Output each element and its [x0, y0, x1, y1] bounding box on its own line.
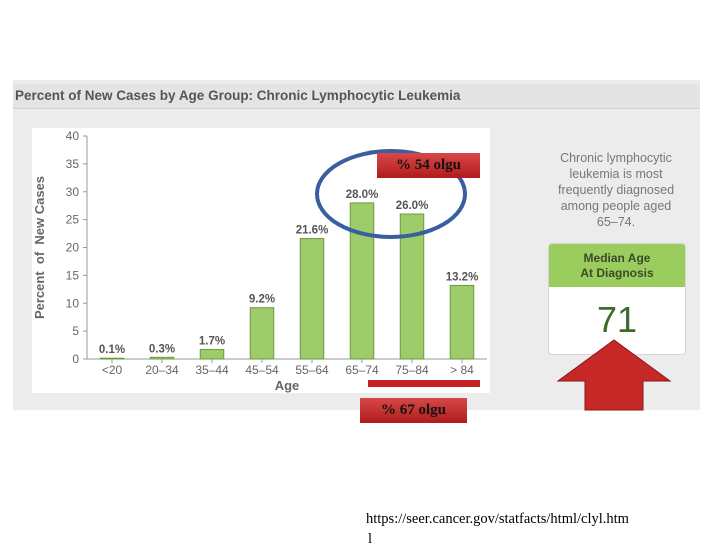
- title-bar: [13, 84, 700, 109]
- side-note-line: among people aged: [560, 199, 672, 213]
- side-note-line: Chronic lymphocytic: [560, 151, 672, 165]
- y-tick-label: 30: [66, 185, 80, 199]
- x-axis-title: Age: [275, 378, 300, 393]
- bar-chart: 0 5 10 15 20 25 30 35 40 0.1% <20 0.3% 20–34 1.7% 35–4…: [32, 129, 487, 393]
- highlight-ellipse: [315, 149, 467, 239]
- y-tick-label: 10: [66, 296, 80, 310]
- x-tick-label: 45–54: [245, 363, 279, 377]
- source-url-tail: l: [368, 531, 373, 547]
- x-tick-label: 20–34: [145, 363, 179, 377]
- y-tick-label: 5: [72, 324, 79, 338]
- bar-value-label: 21.6%: [296, 225, 329, 237]
- y-axis-title: Percent of New Cases: [32, 176, 47, 319]
- median-age-header: Median Age At Diagnosis: [549, 244, 685, 287]
- median-age-value: 71: [596, 299, 638, 340]
- age-range-bracket: [368, 380, 480, 387]
- median-age-card: Median Age At Diagnosis 71: [548, 243, 686, 355]
- x-tick-label: > 84: [450, 363, 474, 377]
- bar-value-label: 26.0%: [396, 200, 429, 212]
- chart-title: Percent of New Cases by Age Group: Chron…: [15, 88, 461, 103]
- label-67-percent: % 67 olgu: [360, 398, 467, 423]
- x-tick-label: 75–84: [395, 363, 429, 377]
- median-heading-line: At Diagnosis: [580, 266, 654, 280]
- y-tick-label: 40: [66, 129, 80, 143]
- x-tick-label: 65–74: [345, 363, 379, 377]
- bar-value-label: 0.1%: [99, 344, 125, 356]
- side-note-line: leukemia is most: [569, 167, 663, 181]
- x-tick-label: 35–44: [195, 363, 229, 377]
- side-note-line: frequently diagnosed: [557, 183, 675, 197]
- bar-value-label: 13.2%: [446, 271, 479, 283]
- label-54-percent: % 54 olgu: [377, 153, 480, 178]
- y-tick-label: 25: [66, 213, 80, 227]
- x-tick-label: <20: [102, 363, 123, 377]
- y-tick-label: 20: [66, 241, 80, 255]
- bar-value-label: 9.2%: [249, 294, 275, 306]
- bar-value-label: 0.3%: [149, 343, 175, 355]
- bar-value-label: 1.7%: [199, 336, 225, 348]
- y-tick-label: 15: [66, 268, 80, 282]
- bar-value-label: 28.0%: [346, 189, 379, 201]
- median-heading-line: Median Age: [583, 251, 651, 265]
- y-tick-label: 0: [72, 352, 79, 366]
- side-note: Chronic lymphocytic leukemia is most fre…: [548, 150, 684, 230]
- x-tick-label: 55–64: [295, 363, 329, 377]
- y-tick-label: 35: [66, 157, 80, 171]
- up-arrow-icon: [556, 339, 672, 411]
- side-note-line: 65–74.: [596, 215, 636, 229]
- source-url[interactable]: https://seer.cancer.gov/statfacts/html/c…: [366, 511, 629, 527]
